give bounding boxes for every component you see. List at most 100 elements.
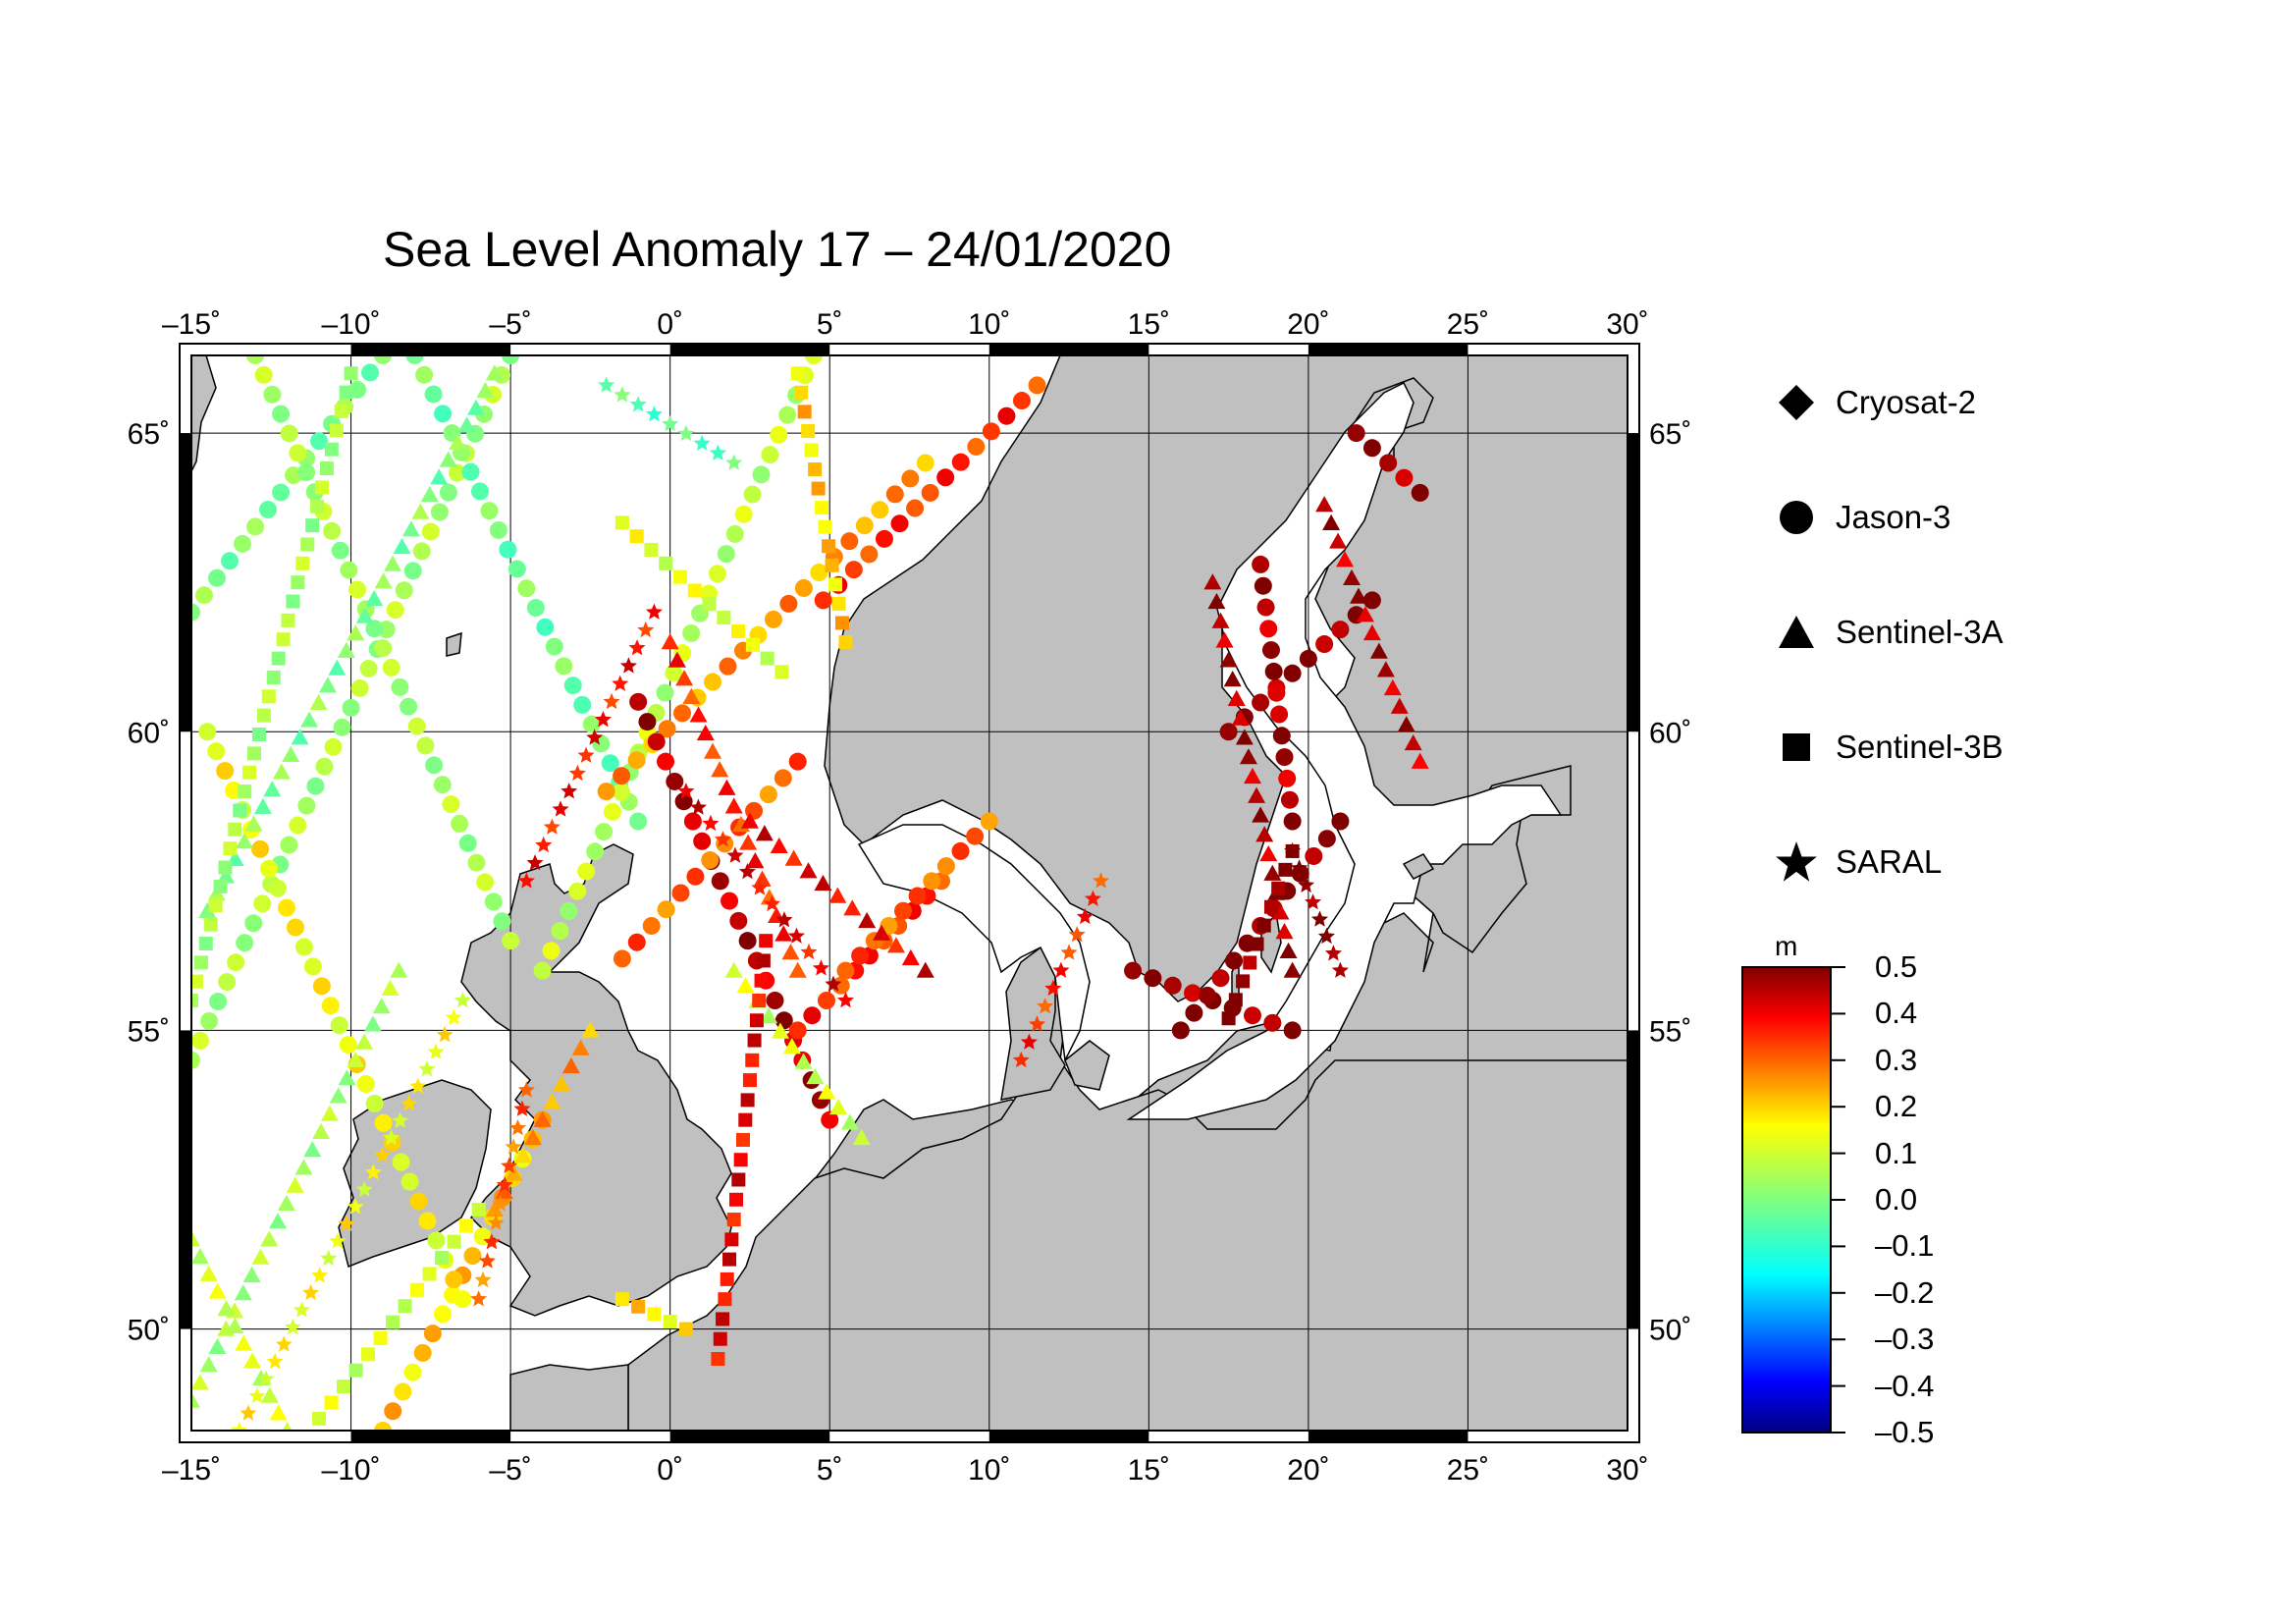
track-point-sentinel-3a	[711, 761, 729, 778]
track-point-sentinel-3b	[749, 1013, 764, 1028]
map-frame	[179, 343, 1640, 1443]
colorbar-unit: m	[1775, 931, 1798, 961]
track-jason-3	[1347, 424, 1429, 502]
track-point-saral	[1020, 1033, 1038, 1050]
frame-bar-bottom	[350, 1431, 511, 1442]
track-point-saral	[1029, 1015, 1046, 1032]
track-point-sentinel-3a	[347, 1051, 365, 1068]
track-point-saral	[383, 1129, 400, 1146]
track-point-jason-3	[794, 578, 813, 597]
track-point-saral	[645, 406, 663, 422]
track-point-sentinel-3b	[1263, 899, 1278, 914]
track-point-jason-3	[875, 529, 893, 548]
track-point-sentinel-3a	[1211, 612, 1230, 628]
track-point-sentinel-3a	[901, 948, 920, 966]
track-point-saral	[1317, 927, 1335, 945]
track-point-sentinel-3a	[514, 1147, 533, 1163]
track-point-sentinel-3a	[191, 1374, 209, 1390]
track-point-saral	[836, 992, 854, 1008]
track-jason-3	[1124, 961, 1302, 1040]
frame-inner	[190, 354, 1629, 1432]
track-point-jason-3	[216, 762, 235, 781]
track-jason-3	[191, 355, 520, 1069]
track-point-jason-3	[656, 683, 674, 702]
track-point-jason-3	[1184, 984, 1202, 1002]
track-point-jason-3	[967, 437, 986, 456]
track-point-sentinel-3a	[782, 1038, 801, 1055]
track-point-jason-3	[603, 802, 621, 821]
track-point-sentinel-3a	[667, 651, 686, 668]
track-point-sentinel-3b	[256, 708, 271, 723]
track-point-sentinel-3a	[1322, 514, 1341, 530]
track-saral	[470, 1081, 535, 1307]
track-point-sentinel-3a	[1390, 697, 1409, 714]
track-point-saral	[1052, 961, 1070, 978]
track-point-jason-3	[207, 742, 226, 761]
track-point-jason-3	[743, 485, 762, 504]
track-point-sentinel-3b	[673, 569, 688, 584]
track-point-jason-3	[761, 446, 779, 464]
track-point-sentinel-3a	[328, 659, 347, 676]
track-point-saral	[284, 1318, 301, 1335]
track-point-sentinel-3a	[1383, 678, 1402, 696]
track-point-sentinel-3b	[745, 1053, 760, 1067]
track-point-saral	[517, 1081, 535, 1098]
legend-label: Cryosat-2	[1836, 384, 1977, 420]
track-point-sentinel-3a	[818, 1083, 836, 1100]
track-point-sentinel-3b	[726, 1213, 741, 1227]
track-point-jason-3	[499, 540, 517, 559]
track-point-jason-3	[415, 365, 434, 384]
track-saral	[598, 376, 743, 470]
track-point-saral	[392, 1111, 409, 1128]
track-point-sentinel-3a	[774, 925, 793, 942]
track-point-sentinel-3b	[203, 917, 218, 932]
track-point-sentinel-3a	[365, 589, 384, 607]
colorbar-tick-label: 0.3	[1875, 1042, 1918, 1077]
track-point-jason-3	[297, 463, 316, 482]
track-point-sentinel-3a	[1336, 551, 1355, 568]
track-point-sentinel-3b	[831, 596, 846, 611]
track-point-jason-3	[451, 814, 469, 833]
track-point-jason-3	[577, 862, 596, 881]
track-point-jason-3	[729, 911, 748, 930]
track-point-sentinel-3b	[738, 1112, 753, 1127]
track-point-jason-3	[836, 961, 855, 980]
track-point-sentinel-3a	[495, 1182, 513, 1199]
track-point-sentinel-3b	[1256, 918, 1271, 933]
track-point-jason-3	[246, 355, 265, 364]
track-point-jason-3	[725, 524, 744, 543]
track-point-sentinel-3a	[318, 676, 337, 693]
track-point-jason-3	[551, 922, 569, 941]
track-saral	[1284, 841, 1349, 978]
track-point-jason-3	[517, 579, 536, 598]
track-point-sentinel-3a	[300, 711, 319, 728]
track-point-sentinel-3a	[852, 1128, 871, 1146]
track-point-jason-3	[502, 932, 520, 950]
track-saral	[231, 992, 471, 1431]
track-point-saral	[1305, 893, 1322, 910]
track-point-saral	[508, 1119, 527, 1136]
track-point-sentinel-3a	[704, 742, 722, 759]
track-point-sentinel-3a	[1259, 844, 1278, 862]
land-brittany	[509, 1364, 629, 1431]
track-point-jason-3	[424, 385, 443, 404]
track-point-sentinel-3a	[269, 1213, 288, 1229]
track-point-saral	[693, 434, 711, 451]
track-point-sentinel-3a	[476, 381, 495, 399]
track-point-saral	[1076, 907, 1094, 925]
track-point-jason-3	[209, 993, 228, 1011]
track-point-sentinel-3a	[286, 1176, 304, 1193]
track-sentinel-3b	[614, 1292, 693, 1336]
track-point-sentinel-3a	[309, 693, 328, 711]
track-point-saral	[513, 1100, 531, 1116]
track-point-jason-3	[1256, 598, 1275, 617]
track-sentinel-3a	[1203, 573, 1302, 978]
track-point-sentinel-3b	[659, 556, 673, 570]
track-point-sentinel-3a	[269, 1404, 288, 1421]
lon-tick-label-bottom: 15˚	[1128, 1454, 1170, 1487]
track-point-sentinel-3b	[815, 501, 829, 515]
track-point-jason-3	[921, 483, 939, 502]
track-point-sentinel-3a	[439, 451, 457, 467]
track-point-sentinel-3b	[834, 616, 849, 630]
track-point-saral	[436, 1026, 454, 1043]
